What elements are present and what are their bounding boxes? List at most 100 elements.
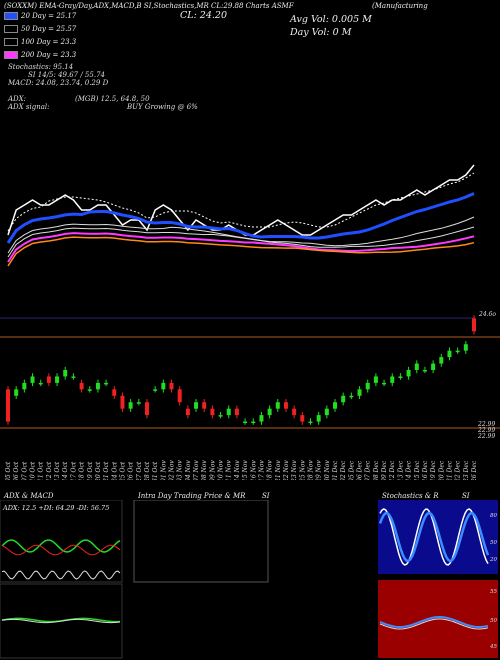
adx-panel-title: ADX & MACD (4, 492, 54, 500)
candle-body (251, 421, 256, 424)
x-tick-label: 16 Dec (422, 460, 429, 480)
stoch-k-line (379, 508, 489, 566)
x-tick-label: 20 Dec (438, 460, 445, 480)
main-price-chart: 05 Oct 06 Oct 07 Oct 10 Oct 11 Oct 12 Oct 13 O… (0, 164, 500, 480)
x-tick-label: 25 Oct (119, 461, 126, 480)
candle-body (79, 382, 84, 390)
candle-body (300, 415, 305, 422)
si-line (379, 616, 489, 628)
x-tick-label: 07 Oct (21, 461, 28, 480)
x-tick-label: 03 Nov (177, 460, 184, 480)
adx-line (1, 570, 121, 580)
candle-body (6, 389, 10, 422)
minus-di-line (1, 544, 121, 556)
stoch-panel-title: Stochastics & R (382, 492, 439, 500)
candle-body (333, 402, 338, 409)
x-tick-label: 27 Oct (136, 461, 143, 480)
x-tick-label: 07 Nov (193, 460, 200, 480)
x-tick-label: 09 Dec (381, 460, 388, 480)
candle-body (259, 415, 264, 422)
price-label-low2: 22.99 (477, 427, 495, 434)
x-tick-label: 26 Dec (471, 460, 478, 480)
candle-body (275, 402, 280, 409)
ma-100-line (7, 226, 475, 258)
candle-body (373, 376, 378, 383)
candle-body (292, 408, 297, 416)
day-vol: Day Vol: 0 M (290, 27, 352, 38)
candle-body (455, 350, 460, 353)
x-tick-label: 21 Dec (446, 460, 453, 480)
x-tick-label: 31 Oct (152, 461, 159, 480)
candle-body (349, 395, 354, 398)
x-tick-label: 01 Nov (160, 460, 167, 480)
candle-body (357, 389, 362, 396)
ma-orange-line (7, 236, 475, 267)
candle-body (194, 402, 199, 409)
stoch-tick-80: 80 (490, 513, 497, 519)
candle-body (447, 350, 452, 358)
macd-stat: MACD: 24.08, 23.74, 0.29 D (8, 79, 109, 87)
ma-20-line (6, 192, 475, 244)
candle-body (22, 382, 27, 390)
x-tick-label: 12 Oct (46, 461, 53, 480)
si-signal-line (379, 618, 489, 630)
candle-body (390, 376, 395, 383)
x-tick-label: 22 Nov (283, 460, 290, 480)
x-tick-label: 25 Nov (299, 460, 306, 480)
x-tick-label: 08 Nov (201, 460, 208, 480)
candle-body (153, 389, 158, 391)
stoch-d-line (378, 511, 490, 563)
x-tick-label: 14 Nov (234, 460, 241, 480)
candle-body (382, 382, 387, 385)
x-tick-label: 17 Oct (70, 461, 77, 480)
price-label-top: 24.6o (478, 311, 496, 318)
candle-body (55, 376, 60, 383)
candle-body (95, 382, 100, 390)
si-tick-45: 45 (489, 644, 497, 650)
candle-body (87, 389, 92, 391)
x-tick-label: 23 Dec (463, 460, 470, 480)
x-tick-label: 05 Oct (5, 461, 12, 480)
stoch-tick-20: 20 (489, 557, 497, 563)
candle-body (144, 402, 149, 416)
legend-100: 100 Day = 23.3 (4, 38, 76, 46)
candle-body (243, 421, 248, 424)
candle-body (439, 357, 444, 364)
x-tick-label: 08 Dec (373, 460, 380, 480)
legend-200: 200 Day = 23.3 (4, 51, 76, 59)
x-tick-label: 22 Dec (455, 460, 462, 480)
x-tick-label: 14 Oct (62, 461, 69, 480)
candle-body (38, 382, 43, 385)
candle-body (324, 408, 329, 416)
x-tick-label: 13 Dec (397, 460, 404, 480)
x-tick-label: 18 Nov (267, 460, 274, 480)
x-tick-label: 19 Oct (87, 461, 94, 480)
macd-signal-line (1, 618, 121, 624)
ma-dotted-line (7, 172, 475, 232)
intra-si-label: SI (262, 492, 270, 500)
candle-body (104, 382, 109, 385)
x-tick-label: 11 Oct (38, 461, 45, 480)
candle-body (128, 402, 133, 409)
x-tick-label: 19 Dec (430, 460, 437, 480)
legend-50: 50 Day = 25.57 (4, 25, 76, 33)
candle-body (422, 370, 427, 372)
x-tick-label: 15 Nov (242, 460, 249, 480)
candle-body (169, 382, 174, 390)
si-tick-55: 55 (490, 589, 497, 595)
si-tick-50: 50 (490, 618, 497, 624)
x-tick-label: 07 Dec (365, 460, 372, 480)
candle-body (63, 370, 68, 377)
x-tick-label: 23 Nov (291, 460, 298, 480)
candle-body (30, 376, 35, 383)
x-tick-label: 30 Nov (324, 460, 331, 480)
x-tick-label: 05 Dec (348, 460, 355, 480)
ma-200-line (7, 232, 475, 263)
candle-body (185, 408, 190, 416)
chart-header-b: (Manufacturing (372, 2, 428, 10)
candle-body (177, 389, 182, 403)
candle-body (308, 421, 313, 424)
close-label: CL: 24.20 (180, 10, 227, 21)
x-tick-label: 15 Dec (414, 460, 421, 480)
candle-body (398, 376, 403, 378)
